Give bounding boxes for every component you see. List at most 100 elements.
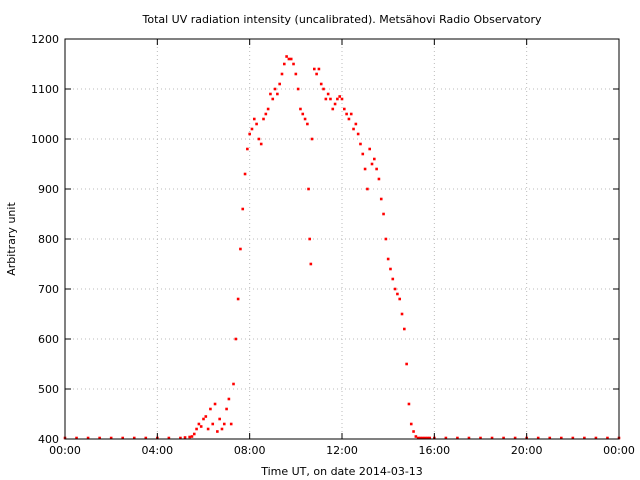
data-point [278,82,281,86]
data-point [179,436,182,440]
x-tick-label: 04:00 [141,444,173,457]
data-point [317,67,321,71]
data-point [132,436,136,440]
data-point [536,436,540,440]
data-point [309,262,313,266]
data-point [386,257,390,261]
data-point [282,62,286,66]
data-point [322,87,325,91]
data-point [308,237,311,241]
data-point [398,297,402,301]
data-point [329,97,332,101]
data-point [202,417,205,421]
x-tick-labels: 00:00 04:00 08:00 12:00 16:00 20:00 00:00 [49,444,635,457]
data-point [479,436,482,440]
y-tick-label: 600 [38,333,59,346]
data-point [299,107,302,111]
x-tick-label: 08:00 [234,444,266,457]
data-point [326,92,330,96]
data-point [405,362,408,366]
data-point [188,435,191,439]
data-point [428,436,432,440]
data-point [195,427,198,431]
data-point [250,127,254,131]
y-tick-label: 800 [38,233,59,246]
data-point [423,436,427,440]
data-point [456,436,459,440]
data-point [315,72,318,76]
data-point [289,57,293,61]
axis-ticks [64,38,620,440]
data-point [292,62,295,66]
data-point [513,436,517,440]
data-point [377,177,381,181]
grid [65,39,619,439]
data-point [548,436,552,440]
data-point [86,436,90,440]
x-tick-label: 20:00 [511,444,543,457]
data-point [259,142,263,146]
data-point [409,422,413,426]
data-point [192,432,196,436]
data-point [379,197,383,201]
data-point [502,436,505,440]
data-point [98,436,101,440]
x-tick-label: 00:00 [49,444,81,457]
data-point [393,287,397,291]
data-point [236,297,240,301]
data-point [296,87,300,91]
data-point [391,277,395,281]
data-point [252,117,256,121]
data-point [310,137,314,141]
data-point [338,95,341,98]
data-point [359,142,362,146]
data-point [375,167,378,171]
y-tick-label: 1200 [31,33,59,46]
data-point [421,436,425,440]
data-point [255,122,258,126]
data-point [262,117,265,121]
data-point [225,407,228,411]
y-tick-label: 700 [38,283,59,296]
data-point [234,337,238,341]
data-points [63,55,621,440]
data-point [361,152,365,156]
data-point [199,425,203,428]
data-point [389,267,392,271]
data-point [373,157,376,161]
data-point [109,436,113,440]
data-point [209,407,212,411]
y-tick-label: 500 [38,383,59,396]
data-point [370,162,374,166]
data-point [354,122,358,126]
data-point [264,112,268,116]
chart-title: Total UV radiation intensity (uncalibrat… [142,13,542,26]
data-point [266,107,270,111]
y-tick-labels: 400 500 600 700 800 900 1000 1100 1200 [31,33,59,446]
data-point [229,422,233,426]
data-point [343,107,346,111]
y-tick-label: 400 [38,433,59,446]
data-point [167,436,171,440]
data-point [333,102,337,106]
data-point [347,117,351,121]
data-point [356,132,360,136]
data-point [571,436,575,440]
y-tick-label: 1100 [31,83,59,96]
data-point [336,97,339,101]
data-point [303,117,307,121]
data-point [273,87,277,91]
data-point [384,237,388,241]
data-point [243,172,247,176]
data-point [396,292,399,296]
data-point [559,436,563,440]
data-point [197,422,201,426]
data-point [490,436,494,440]
data-point [331,107,335,111]
x-axis-label: Time UT, on date 2014-03-13 [260,465,423,478]
data-point [239,247,242,251]
data-point [313,67,316,71]
data-point [416,436,420,440]
